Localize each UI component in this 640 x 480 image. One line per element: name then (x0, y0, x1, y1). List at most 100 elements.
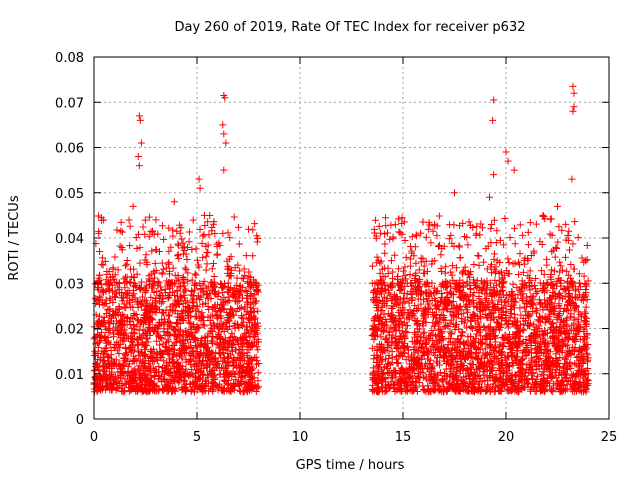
data-point (407, 262, 415, 270)
data-point (251, 314, 259, 322)
data-point (130, 367, 138, 375)
data-point (505, 258, 513, 266)
data-point (493, 227, 501, 235)
data-point (487, 225, 495, 233)
data-point (533, 288, 541, 296)
data-point (370, 287, 378, 295)
data-point (123, 314, 131, 322)
data-point (435, 306, 443, 314)
data-point (117, 218, 125, 226)
data-point (530, 247, 538, 255)
data-point (446, 279, 454, 287)
data-point (226, 234, 234, 242)
data-point (498, 315, 506, 323)
data-point (161, 364, 169, 372)
data-point (205, 387, 213, 395)
data-point (557, 262, 565, 270)
data-point (249, 324, 257, 332)
data-point (232, 335, 240, 343)
data-point (477, 360, 485, 368)
data-point (564, 351, 572, 359)
data-point (482, 387, 490, 395)
data-point (122, 344, 130, 352)
data-point (548, 231, 556, 239)
data-point (534, 343, 542, 351)
data-point (238, 322, 246, 330)
data-point (133, 244, 141, 252)
data-point (241, 271, 249, 279)
data-point (382, 222, 390, 230)
data-point (518, 295, 526, 303)
data-point (202, 266, 210, 274)
data-point (441, 280, 449, 288)
data-point (221, 354, 229, 362)
data-point (398, 230, 406, 238)
data-point (379, 272, 387, 280)
data-point (566, 290, 574, 298)
data-point (510, 379, 518, 387)
data-point (490, 265, 498, 273)
data-point (100, 363, 108, 371)
data-point (166, 289, 174, 297)
data-point (253, 343, 261, 351)
data-point (576, 356, 584, 364)
data-point (178, 386, 186, 394)
data-point (381, 230, 389, 238)
data-point (138, 299, 146, 307)
data-point (197, 285, 205, 293)
data-point (243, 363, 251, 371)
data-point (180, 243, 188, 251)
x-tick-label: 15 (395, 430, 412, 445)
data-point (423, 267, 431, 275)
data-point (400, 370, 408, 378)
data-point (110, 333, 118, 341)
data-point (220, 320, 228, 328)
data-point (121, 368, 129, 376)
x-axis-label: GPS time / hours (296, 458, 405, 473)
data-point (381, 321, 389, 329)
data-point (411, 276, 419, 284)
data-point (130, 329, 138, 337)
data-point (525, 282, 533, 290)
data-point (129, 202, 137, 210)
data-point (100, 287, 108, 295)
data-point (496, 236, 504, 244)
data-point (381, 249, 389, 257)
data-point (119, 388, 127, 396)
data-point (138, 359, 146, 367)
data-point (116, 242, 124, 250)
data-point (489, 380, 497, 388)
data-point (460, 338, 468, 346)
data-point (370, 323, 378, 331)
data-point (182, 328, 190, 336)
data-point (151, 278, 159, 286)
data-point (419, 218, 427, 226)
data-point (452, 375, 460, 383)
data-point (581, 280, 589, 288)
data-point (155, 363, 163, 371)
data-point (165, 322, 173, 330)
data-point (572, 387, 580, 395)
data-point (208, 380, 216, 388)
data-point (414, 317, 422, 325)
data-point (141, 284, 149, 292)
data-point (391, 338, 399, 346)
data-point (556, 304, 564, 312)
data-point (395, 265, 403, 273)
data-point (144, 378, 152, 386)
data-point (119, 362, 127, 370)
data-point (423, 278, 431, 286)
data-point (379, 328, 387, 336)
data-point (245, 358, 253, 366)
data-point (148, 247, 156, 255)
data-point (203, 364, 211, 372)
data-point (523, 343, 531, 351)
data-point (480, 278, 488, 286)
data-point (225, 289, 233, 297)
data-point (251, 320, 259, 328)
data-point (136, 284, 144, 292)
data-point (520, 372, 528, 380)
data-point (377, 277, 385, 285)
data-point (549, 246, 557, 254)
data-point (564, 366, 572, 374)
